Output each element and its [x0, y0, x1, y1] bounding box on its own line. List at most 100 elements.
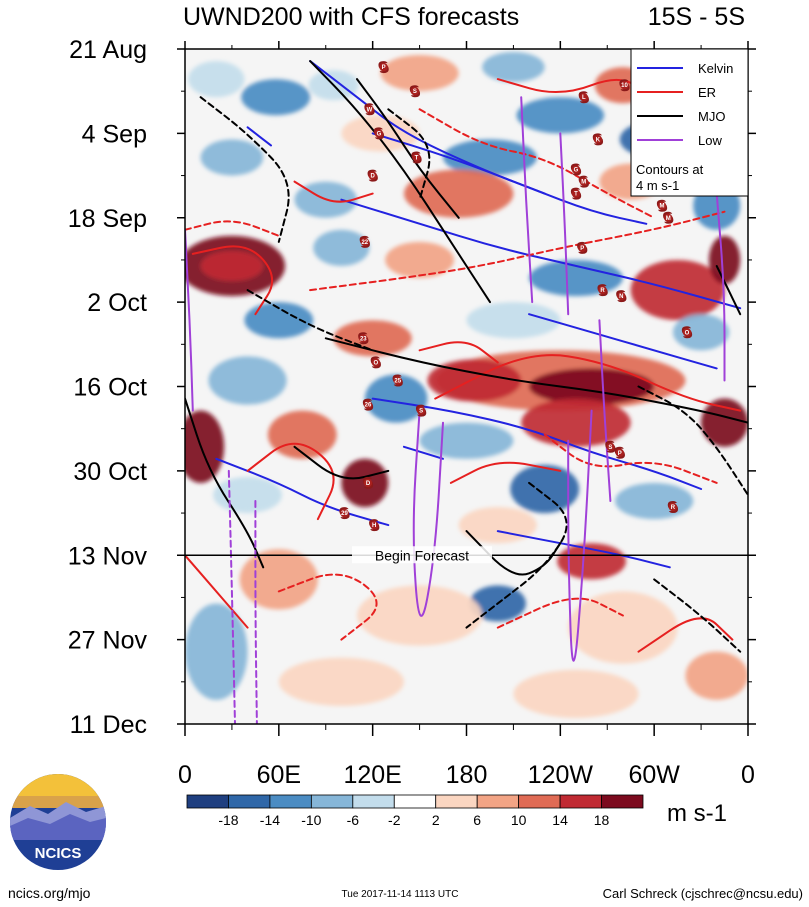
storm-label: P [580, 246, 584, 252]
colorbar-box [186, 794, 229, 809]
contour-line-low [598, 319, 612, 502]
colorbar-box [476, 794, 520, 809]
storm-marker: K [592, 133, 604, 146]
field-blob [443, 139, 537, 176]
storm-icon-core [370, 520, 379, 530]
storm-icon-core [579, 177, 588, 186]
storm-icon-core [410, 87, 420, 96]
storm-icon-core [620, 81, 629, 90]
x-tick-label: 120W [528, 761, 594, 789]
storm-icon-core [615, 448, 624, 457]
storm-icon-core [340, 508, 349, 518]
storm-label: L [582, 95, 586, 101]
colorbar-label: 14 [552, 812, 568, 828]
storm-icon-core [360, 237, 369, 247]
storm-label: T [415, 156, 419, 162]
contour-line-mjo [715, 265, 742, 316]
storm-label: 23 [360, 336, 367, 342]
contour-line-er [191, 245, 274, 316]
storm-label: M [581, 180, 586, 186]
field-blob [200, 250, 264, 282]
storm-icon-core [363, 478, 373, 488]
field-blob [278, 657, 404, 706]
footer-timestamp: Tue 2017-11-14 1113 UTC [342, 889, 459, 900]
storm-marker: L [578, 91, 589, 104]
storm-label: 29 [341, 511, 348, 517]
storm-marker: P [577, 241, 588, 254]
y-tick-label: 21 Aug [69, 36, 147, 64]
chart-subtitle: 15S - 5S [648, 3, 745, 31]
storm-marker: 22 [359, 235, 370, 248]
contour-line-er [293, 180, 374, 203]
storm-label: D [366, 481, 371, 487]
contour-line-er [309, 210, 726, 292]
contour-line-mjo [293, 445, 390, 480]
legend: Kelvin ER MJO Low Contours at4 m s-1 [630, 48, 749, 197]
contour-line-low [227, 469, 236, 724]
storm-marker: G [373, 127, 385, 140]
field-blob [380, 55, 459, 92]
storm-label: R [600, 288, 605, 294]
logo-text: NCICS [35, 845, 82, 862]
y-tick-label: 2 Oct [87, 289, 147, 317]
contour-series-mjo [185, 60, 748, 653]
y-tick-label: 13 Nov [68, 542, 148, 570]
field-blob [685, 651, 748, 700]
field-blob [333, 320, 412, 357]
storm-marker: S [415, 404, 427, 417]
contour-line-er [277, 573, 378, 641]
field-blob [521, 398, 631, 447]
colorbar-box [352, 794, 395, 809]
storm-label: W [367, 107, 373, 113]
storm-label: G [377, 131, 382, 137]
storm-label: D [371, 174, 376, 180]
contour-line-kelvin [402, 445, 444, 460]
y-tick-label: 4 Sep [82, 120, 147, 148]
storm-label: P [382, 65, 386, 71]
field-blob [200, 139, 264, 176]
contour-line-mjo [637, 385, 748, 496]
x-tick-label: 60W [628, 761, 680, 789]
field-blob [244, 302, 314, 339]
storm-label: M [666, 216, 671, 222]
y-tick-label: 30 Oct [73, 458, 147, 486]
field-blob [241, 79, 311, 116]
x-axis: 0 60E 120E 180 120W 60W 0 [178, 41, 755, 789]
storm-label: 10 [621, 83, 628, 89]
contour-line-kelvin [309, 60, 546, 195]
storm-marker: M [663, 211, 674, 224]
legend-label-low: Low [698, 133, 722, 148]
storm-marker: O [681, 326, 693, 339]
storm-icon-core [374, 129, 384, 138]
storm-icon-core [668, 502, 678, 512]
contour-line-kelvin [340, 198, 742, 310]
contour-line-er [418, 341, 499, 364]
storm-label: N [619, 294, 623, 300]
contour-line-mjo [387, 108, 431, 201]
storm-label: 22 [361, 240, 368, 246]
colorbar-box [435, 794, 478, 809]
field-blob [403, 169, 514, 218]
footer-link[interactable]: ncics.org/mjo [8, 885, 91, 901]
contour-line-er [246, 442, 335, 521]
storm-icon-core [571, 189, 581, 198]
contour-line-er [418, 108, 656, 219]
storm-marker: R [667, 501, 679, 513]
storm-icon-core [368, 171, 377, 180]
storm-icon-core [593, 135, 603, 144]
contour-line-mjo [199, 96, 290, 243]
colorbar-label: -14 [260, 812, 280, 828]
storm-icon-core [598, 285, 607, 295]
storm-marker: S [409, 85, 421, 98]
storm-marker: T [411, 151, 422, 164]
field-blob [529, 368, 655, 405]
contour-line-kelvin [246, 126, 272, 147]
storm-label: M [660, 204, 665, 210]
contour-line-mjo [185, 397, 265, 569]
field-blob [419, 422, 514, 459]
contour-series-er [185, 78, 742, 653]
legend-label-mjo: MJO [698, 109, 725, 124]
storm-icon-core [371, 358, 380, 367]
storm-marker: R [597, 284, 608, 297]
